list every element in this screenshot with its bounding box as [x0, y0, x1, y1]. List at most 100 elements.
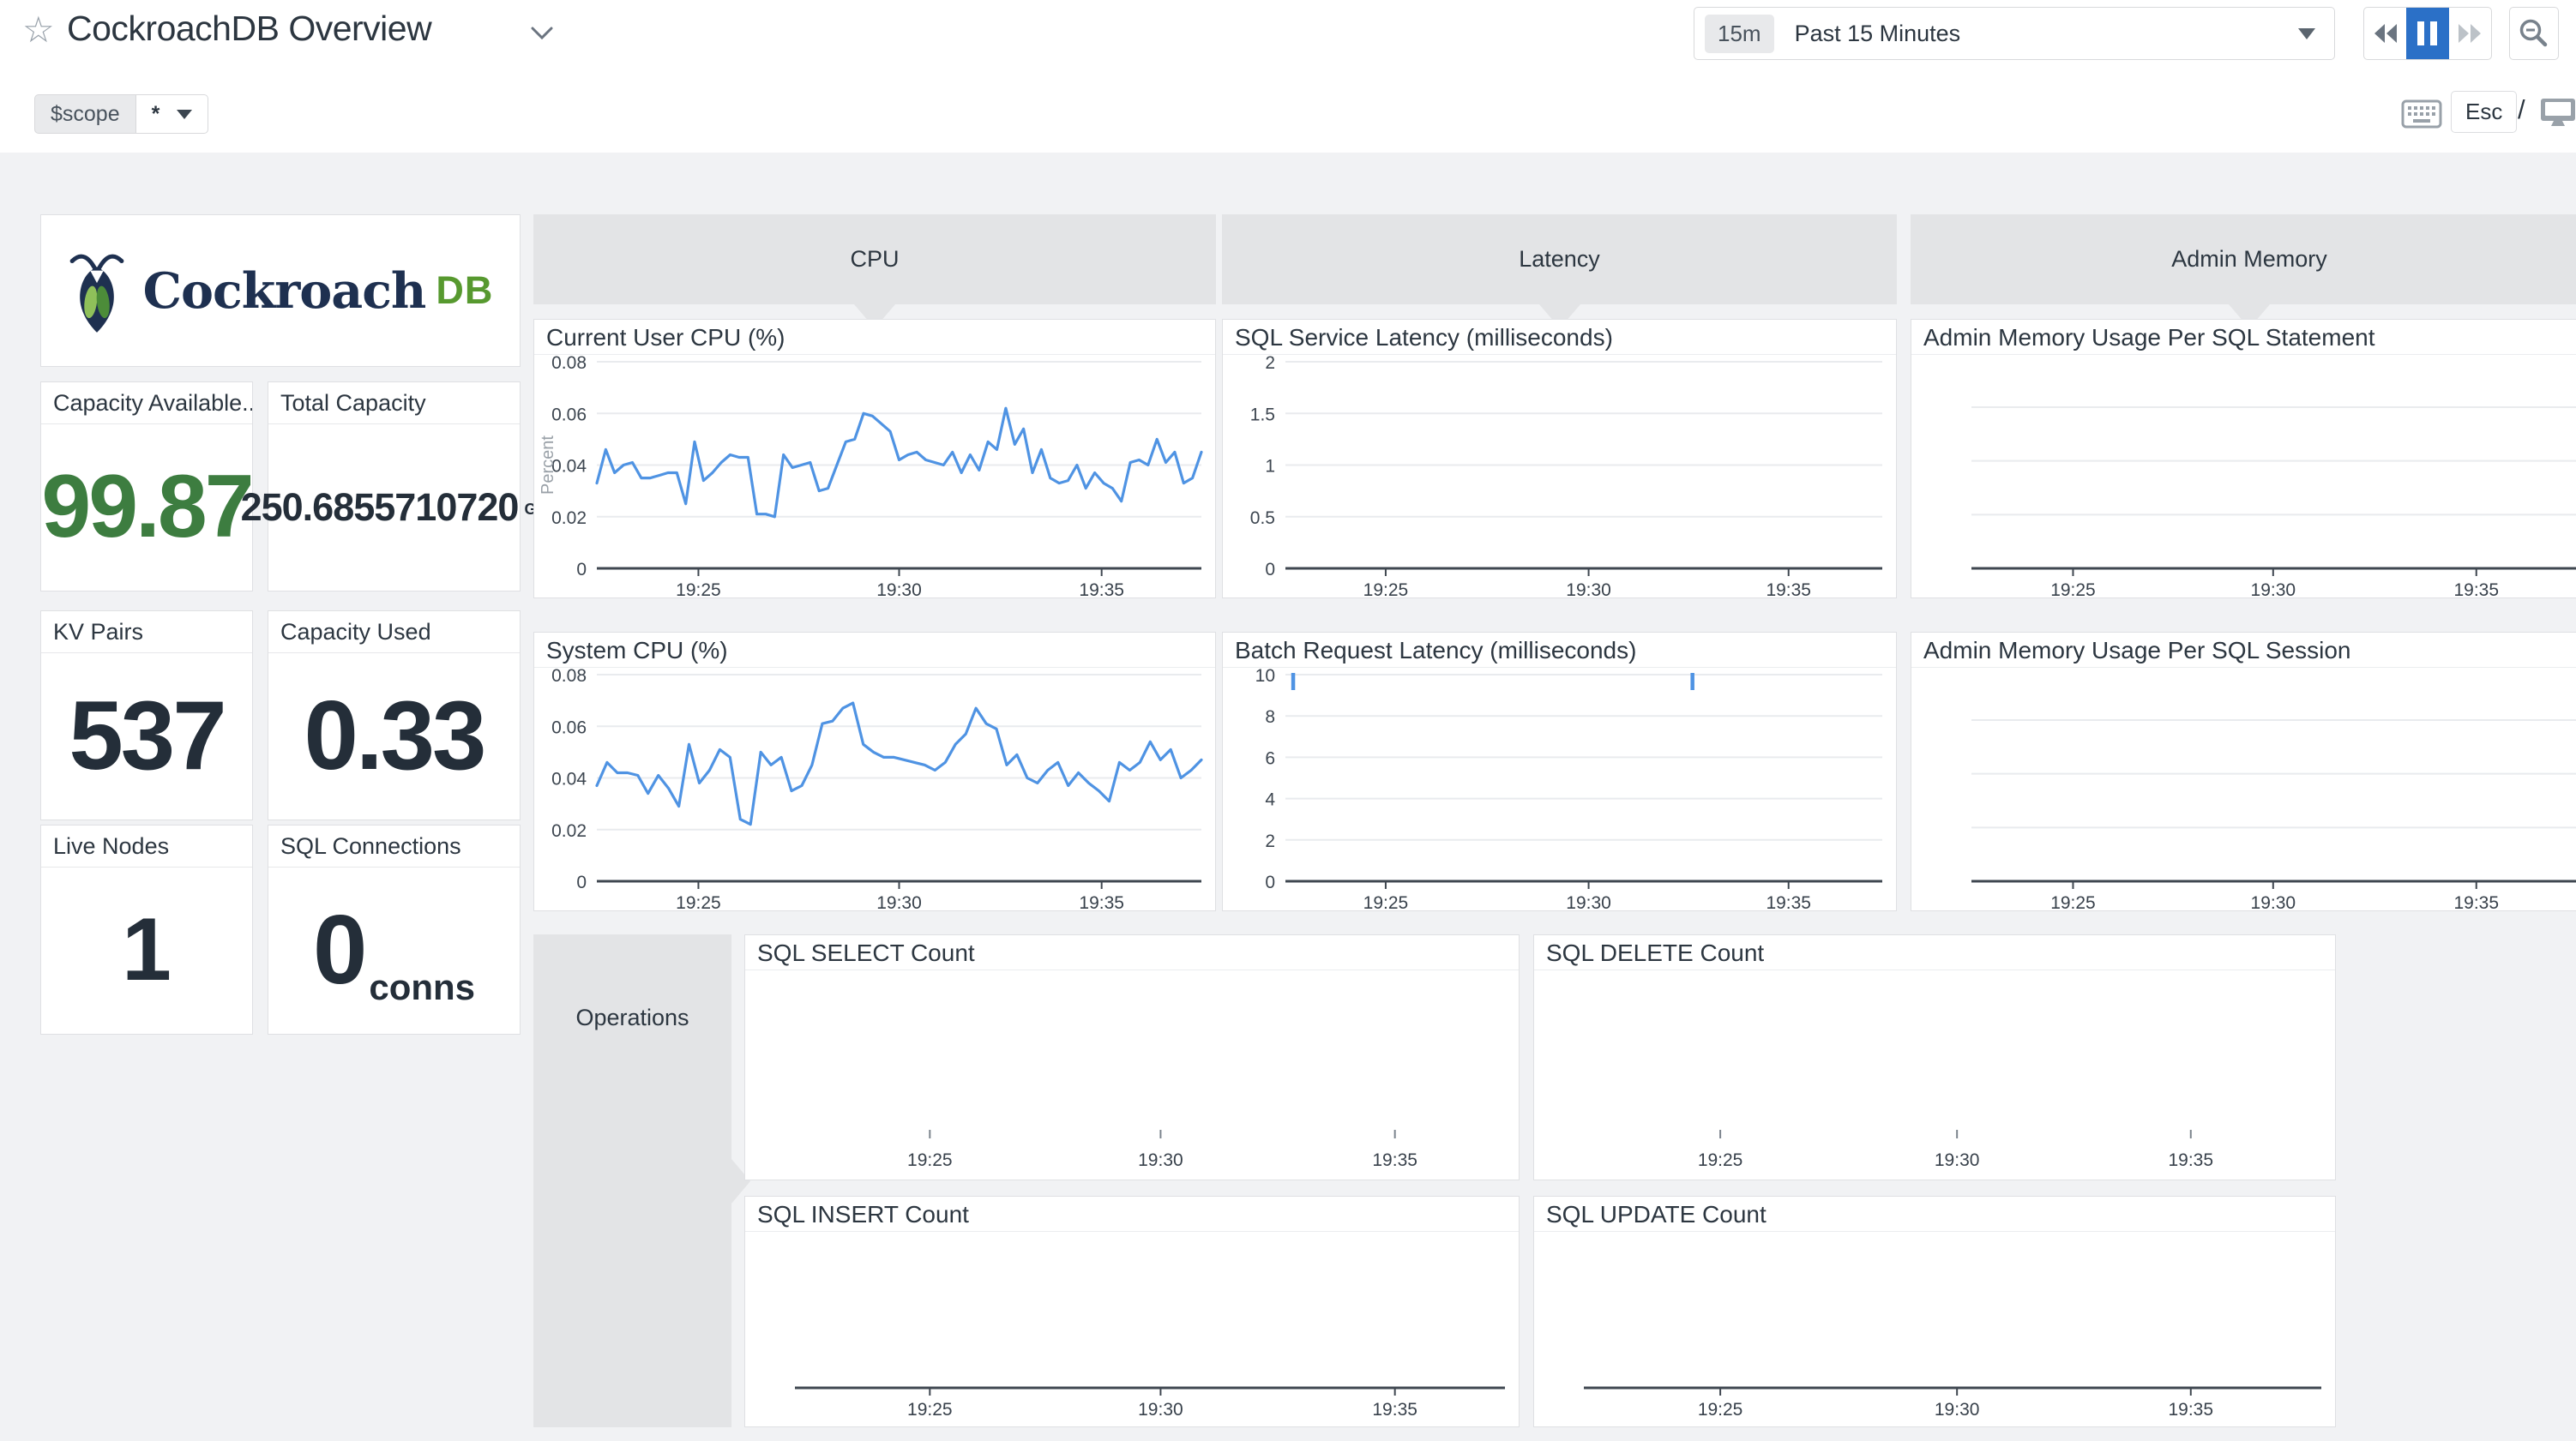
chart-plot-area[interactable]: 19:25 19:30 19:35	[1534, 970, 2335, 1180]
chart-plot-area[interactable]: 19:25 19:30 19:35	[745, 1232, 1519, 1426]
svg-text:0: 0	[576, 873, 587, 892]
svg-text:19:30: 19:30	[1138, 1150, 1183, 1170]
fast-forward-button[interactable]	[2449, 8, 2491, 59]
group-header-cpu[interactable]: CPU	[533, 214, 1216, 304]
chart-plot-area[interactable]: 0.08 0.06 0.04 0.02 0 19:25 19:30 19:35 Percent	[534, 353, 1215, 600]
svg-text:6: 6	[1265, 748, 1275, 768]
caret-down-icon	[2298, 27, 2315, 39]
cockroachdb-logo: Cockroach DB	[40, 214, 521, 367]
chart-title: Admin Memory Usage Per SQL Session	[1911, 633, 2576, 668]
svg-text:2: 2	[1265, 832, 1275, 851]
svg-text:19:35: 19:35	[1766, 893, 1811, 910]
stat-tile-total-capacity: Total Capacity 250.6855710720 GB	[241, 381, 547, 591]
group-header-latency[interactable]: Latency	[1222, 214, 1897, 304]
scope-value-dropdown[interactable]: *	[135, 94, 209, 134]
stat-value: 0	[312, 896, 367, 1005]
chart-plot-area[interactable]: 19:25 19:30 19:35	[745, 970, 1519, 1180]
svg-text:0.08: 0.08	[551, 668, 587, 686]
chart-title: System CPU (%)	[534, 633, 1215, 668]
svg-text:19:35: 19:35	[1079, 893, 1124, 910]
caret-down-icon	[177, 109, 193, 119]
svg-text:19:25: 19:25	[1363, 580, 1409, 597]
svg-text:0: 0	[1265, 873, 1275, 892]
svg-text:19:25: 19:25	[676, 893, 721, 910]
stat-title: KV Pairs	[41, 611, 252, 653]
stat-title: SQL Connections	[268, 826, 520, 868]
svg-text:0.04: 0.04	[551, 457, 587, 477]
chart-panel-batch-request-latency: Batch Request Latency (milliseconds) 10 8…	[1222, 632, 1897, 913]
chart-plot-area[interactable]: 19:25 19:30 19:35	[1911, 668, 2576, 913]
stat-tile-sql-connections: SQL Connections 0 conns	[268, 825, 521, 1035]
stat-title: Live Nodes	[41, 826, 252, 868]
svg-text:19:30: 19:30	[1566, 893, 1611, 910]
chart-plot-area[interactable]: 2 1.5 1 0.5 0 19:25 19:30 19:35	[1223, 353, 1896, 600]
chart-title: SQL DELETE Count	[1534, 935, 2335, 970]
chart-panel-sql-service-latency: SQL Service Latency (milliseconds) 2 1.5 1…	[1222, 319, 1897, 600]
svg-text:19:25: 19:25	[676, 580, 721, 597]
chart-title: Current User CPU (%)	[534, 320, 1215, 355]
svg-text:0.06: 0.06	[551, 717, 587, 737]
esc-key-hint: Esc	[2451, 91, 2518, 133]
chart-panel-sql-delete-count: SQL DELETE Count 19:25 19:30 19:35	[1533, 934, 2336, 1180]
cockroach-bug-icon	[69, 254, 124, 333]
time-range-label: Past 15 Minutes	[1794, 20, 1961, 46]
logo-suffix: DB	[436, 268, 494, 312]
svg-text:19:35: 19:35	[1079, 580, 1124, 597]
stat-tile-live-nodes: Live Nodes 1	[40, 825, 253, 1035]
pause-button[interactable]	[2406, 8, 2449, 59]
group-label: Admin Memory	[2171, 246, 2327, 272]
chart-panel-admin-memory-session: Admin Memory Usage Per SQL Session 19:25…	[1911, 632, 2576, 913]
keyboard-shortcuts-icon[interactable]	[2401, 99, 2442, 133]
chart-plot-area[interactable]: 19:25 19:30 19:35	[1534, 1232, 2335, 1426]
stat-title: Capacity Available...	[41, 382, 252, 424]
stat-tile-capacity-available: Capacity Available... 99.87	[40, 381, 255, 591]
svg-text:19:30: 19:30	[2251, 580, 2296, 597]
svg-text:4: 4	[1265, 790, 1275, 810]
chart-plot-area[interactable]: 10 8 6 4 2 0 19:25 19:30 19:35	[1223, 666, 1896, 913]
time-range-selector[interactable]: 15m Past 15 Minutes	[1694, 7, 2335, 60]
rewind-button[interactable]	[2364, 8, 2406, 59]
chart-title: Batch Request Latency (milliseconds)	[1223, 633, 1896, 668]
svg-text:1: 1	[1265, 457, 1275, 477]
zoom-out-button[interactable]	[2509, 7, 2559, 60]
chart-panel-sql-insert-count: SQL INSERT Count 19:25 19:30 19:35	[744, 1196, 1520, 1427]
svg-text:Percent: Percent	[539, 435, 557, 495]
stat-unit: conns	[369, 967, 476, 1007]
svg-text:0.08: 0.08	[551, 355, 587, 373]
svg-text:19:30: 19:30	[2251, 893, 2296, 910]
tv-mode-icon[interactable]	[2540, 98, 2576, 133]
svg-text:19:30: 19:30	[1566, 580, 1611, 597]
rewind-icon	[2374, 24, 2397, 43]
chart-plot-area[interactable]: 19:25 19:30 19:35	[1911, 355, 2576, 600]
zoom-out-icon	[2519, 19, 2548, 47]
svg-text:0.02: 0.02	[551, 821, 587, 841]
svg-text:19:25: 19:25	[907, 1150, 953, 1170]
svg-text:19:30: 19:30	[1935, 1400, 1980, 1420]
scope-template-selector[interactable]: $scope *	[34, 94, 209, 134]
svg-text:19:30: 19:30	[1935, 1150, 1980, 1170]
chart-panel-system-cpu: System CPU (%) 0.08 0.06 0.04 0.02 0 19:25 19:…	[533, 632, 1216, 913]
star-favorite-button[interactable]: ☆	[22, 9, 55, 50]
stat-value: 250.6855710720	[240, 484, 520, 529]
svg-text:19:25: 19:25	[1363, 893, 1409, 910]
chart-plot-area[interactable]: 0.08 0.06 0.04 0.02 0 19:25 19:30 19:35	[534, 666, 1215, 913]
group-label: CPU	[850, 246, 900, 272]
stat-value: 537	[69, 681, 226, 790]
svg-text:19:25: 19:25	[2050, 580, 2096, 597]
title-chevron-down-icon[interactable]	[530, 26, 554, 45]
svg-text:19:25: 19:25	[1698, 1150, 1743, 1170]
scope-value: *	[151, 101, 160, 126]
svg-text:1.5: 1.5	[1250, 405, 1275, 424]
svg-text:19:30: 19:30	[876, 893, 922, 910]
svg-text:19:35: 19:35	[2168, 1400, 2213, 1420]
svg-text:19:35: 19:35	[2453, 580, 2499, 597]
group-label: Operations	[575, 1005, 689, 1030]
group-header-admin-memory[interactable]: Admin Memory	[1911, 214, 2576, 304]
playback-button-group	[2363, 7, 2492, 60]
chart-panel-sql-select-count: SQL SELECT Count 19:25 19:30 19:35	[744, 934, 1520, 1180]
svg-text:0.5: 0.5	[1250, 508, 1275, 528]
group-header-operations[interactable]: Operations	[533, 934, 731, 1427]
svg-text:19:35: 19:35	[2168, 1150, 2213, 1170]
chart-panel-admin-memory-statement: Admin Memory Usage Per SQL Statement 19:…	[1911, 319, 2576, 600]
chart-panel-current-user-cpu: Current User CPU (%) 0.08 0.06 0.04 0.02 0 19…	[533, 319, 1216, 600]
